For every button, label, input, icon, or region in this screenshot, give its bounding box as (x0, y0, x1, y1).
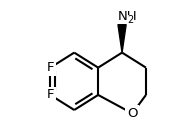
Text: F: F (47, 61, 54, 74)
Text: F: F (47, 88, 54, 101)
Text: O: O (127, 107, 138, 120)
Polygon shape (118, 25, 126, 53)
Text: NH: NH (117, 10, 137, 23)
Text: 2: 2 (128, 15, 134, 25)
